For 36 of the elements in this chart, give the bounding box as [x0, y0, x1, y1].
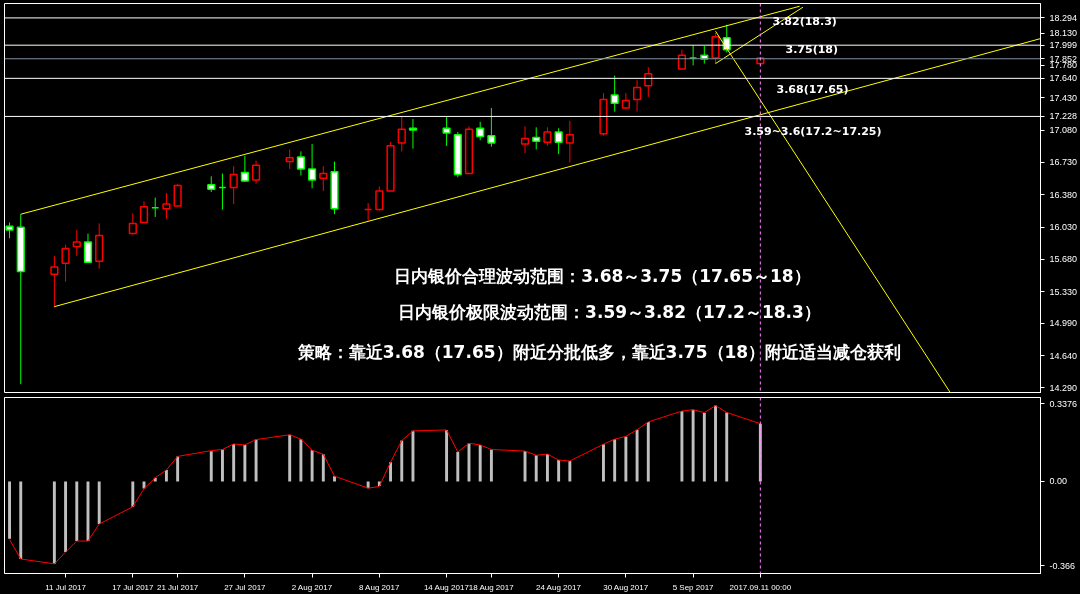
y-tick-label: 15.680 — [1049, 254, 1078, 265]
x-tick-label: 17 Jul 2017 — [112, 582, 155, 592]
x-tick-label: 21 Jul 2017 — [156, 582, 199, 592]
y-tick-label: 14.990 — [1049, 318, 1078, 329]
y-tick-label: 14.640 — [1049, 350, 1078, 361]
x-tick-label: 2 Aug 2017 — [291, 582, 333, 592]
y-tick-label: 17.430 — [1049, 92, 1078, 103]
x-tick-label: 30 Aug 2017 — [603, 582, 649, 592]
x-tick-label: 24 Aug 2017 — [535, 582, 582, 592]
ref-line-label: 17.640 — [1049, 73, 1078, 84]
x-tick-label: 11 Jul 2017 — [45, 582, 87, 592]
x-tick-label: 8 Aug 2017 — [358, 582, 400, 592]
y-tick-label: 17.080 — [1049, 125, 1078, 136]
annotation: 3.68(17.65) — [776, 83, 849, 96]
y-tick-label: 14.290 — [1049, 382, 1078, 393]
ref-line-label: 18.294 — [1049, 12, 1078, 23]
annotation: 日内银价极限波动范围：3.59～3.82（17.2～18.3） — [398, 301, 821, 322]
y-tick-label: 16.380 — [1049, 189, 1078, 200]
y-tick-label: 18.130 — [1049, 28, 1078, 39]
x-tick-label: 14 Aug 2017 — [423, 582, 470, 592]
ref-line-label: 17.999 — [1049, 40, 1078, 51]
y-tick-label: -0.366 — [1049, 560, 1076, 571]
y-tick-label: 16.730 — [1049, 157, 1078, 168]
x-tick-label: 5 Sep 2017 — [672, 582, 715, 592]
annotation: 日内银价合理波动范围：3.68～3.75（17.65～18） — [394, 265, 811, 286]
x-tick-label: 18 Aug 2017 — [468, 582, 515, 592]
annotation: 策略：靠近3.68（17.65）附近分批低多，靠近3.75（18）附近适当减仓获利 — [296, 341, 902, 362]
ref-line-label: 2017.09.11 00:00 — [729, 582, 792, 592]
y-tick-label: 15.330 — [1049, 286, 1078, 297]
annotation: 3.75(18) — [785, 43, 839, 56]
y-tick-label: 16.030 — [1049, 222, 1078, 233]
y-tick-label: 0.3376 — [1049, 398, 1078, 409]
y-tick-label: 0.00 — [1049, 476, 1068, 487]
annotation: 3.59~3.6(17.2~17.25) — [744, 125, 882, 138]
x-tick-label: 27 Jul 2017 — [224, 582, 267, 592]
ref-line-label: 17.228 — [1049, 111, 1078, 122]
